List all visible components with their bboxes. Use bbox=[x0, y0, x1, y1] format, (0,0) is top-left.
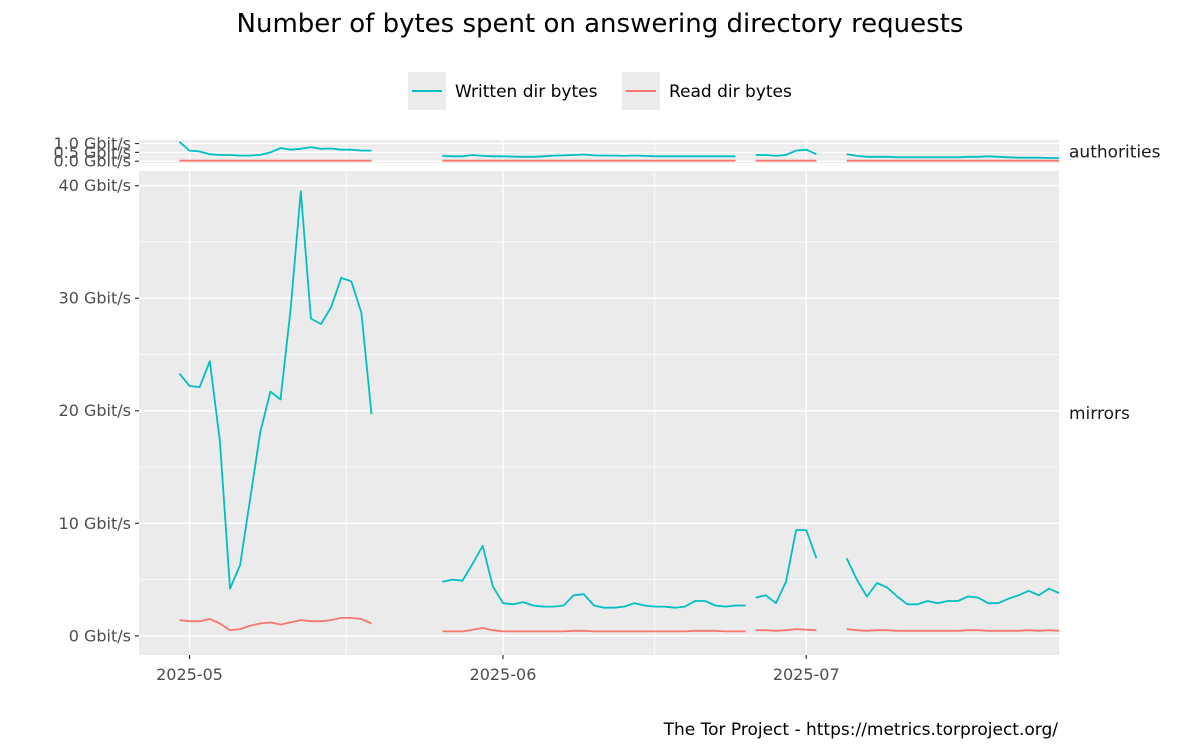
panel-authorities: 0.0 Gbit/s0.5 Gbit/s1.0 Gbit/s authoritie… bbox=[53, 134, 1160, 171]
x-tick-label: 2025-05 bbox=[156, 665, 223, 684]
chart-caption: The Tor Project - https://metrics.torpro… bbox=[663, 720, 1059, 740]
y-tick-label: 0.0 Gbit/s bbox=[53, 152, 131, 171]
series-line bbox=[845, 557, 1060, 606]
series-line bbox=[442, 153, 736, 158]
legend-label: Written dir bytes bbox=[455, 82, 598, 102]
series-line bbox=[846, 628, 1060, 632]
series-line bbox=[755, 628, 817, 632]
series-line bbox=[755, 148, 817, 157]
series-line bbox=[442, 627, 746, 633]
x-tick-label: 2025-07 bbox=[773, 665, 840, 684]
y-tick-label: 30 Gbit/s bbox=[59, 289, 131, 308]
x-axis: 2025-05 2025-06 2025-07 bbox=[156, 655, 840, 684]
series-line bbox=[755, 529, 818, 605]
chart-legend: Written dir bytes Read dir bytes bbox=[408, 72, 792, 110]
series-line bbox=[178, 141, 372, 157]
chart-panels: 0.0 Gbit/s0.5 Gbit/s1.0 Gbit/s authoritie… bbox=[53, 134, 1161, 655]
y-tick-label: 0.5 Gbit/s bbox=[53, 143, 131, 162]
series-line bbox=[442, 544, 746, 609]
panel-background bbox=[139, 140, 1059, 163]
chart-title: Number of bytes spent on answering direc… bbox=[237, 9, 964, 39]
y-tick-label: 1.0 Gbit/s bbox=[53, 134, 131, 153]
x-tick-label: 2025-06 bbox=[470, 665, 537, 684]
panel-background bbox=[139, 171, 1059, 655]
y-tick-label: 40 Gbit/s bbox=[59, 176, 131, 195]
y-tick-label: 10 Gbit/s bbox=[59, 514, 131, 533]
facet-strip-label: authorities bbox=[1069, 143, 1161, 163]
series-line bbox=[178, 190, 373, 590]
series-line bbox=[846, 153, 1059, 159]
panel-mirrors: 0 Gbit/s 10 Gbit/s 20 Gbit/s 30 Gbit/s 40 Gb… bbox=[59, 171, 1130, 655]
y-tick-label: 20 Gbit/s bbox=[59, 401, 131, 420]
facet-strip-label: mirrors bbox=[1069, 404, 1130, 424]
series-line bbox=[179, 617, 372, 632]
legend-label: Read dir bytes bbox=[669, 82, 792, 102]
y-tick-label: 0 Gbit/s bbox=[69, 626, 131, 645]
